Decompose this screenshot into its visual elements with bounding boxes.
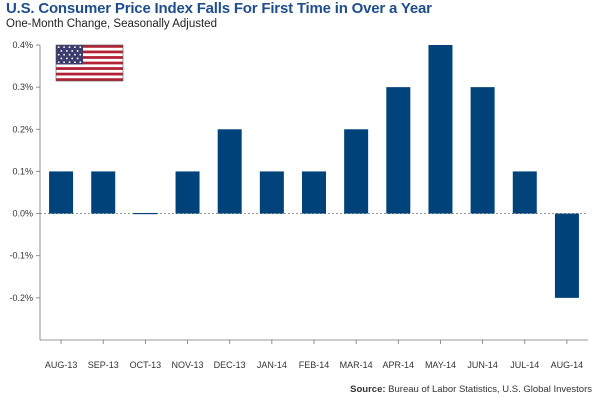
- source-label: Source:: [350, 384, 386, 395]
- bar: [302, 171, 326, 214]
- bar: [49, 171, 74, 214]
- bar: [175, 171, 200, 214]
- bar: [91, 171, 116, 214]
- bar: [554, 213, 579, 298]
- x-tick-label: OCT-13: [130, 360, 162, 370]
- x-tick-label: NOV-13: [172, 360, 204, 370]
- us-flag-icon: [55, 44, 124, 82]
- x-tick-label: JAN-14: [257, 360, 287, 370]
- bar: [386, 87, 411, 214]
- x-tick-label: SEP-13: [88, 360, 119, 370]
- bar: [428, 45, 453, 214]
- source-text: Bureau of Labor Statistics, U.S. Global …: [388, 384, 592, 395]
- bar: [259, 171, 284, 214]
- chart-subtitle: One-Month Change, Seasonally Adjusted: [6, 18, 217, 30]
- x-tick-label: APR-14: [383, 360, 415, 370]
- bar: [344, 129, 369, 214]
- bar: [133, 212, 158, 215]
- y-tick-label: 0.0%: [12, 209, 33, 219]
- y-tick-label: 0.3%: [12, 82, 33, 92]
- y-tick-label: 0.2%: [12, 124, 33, 134]
- x-tick-label: JUN-14: [467, 360, 498, 370]
- y-tick-label: -0.1%: [9, 251, 33, 261]
- x-tick-label: MAY-14: [425, 360, 456, 370]
- y-tick-label: -0.2%: [9, 293, 33, 303]
- bar: [470, 87, 495, 214]
- y-tick-label: 0.1%: [12, 166, 33, 176]
- x-tick-label: JUL-14: [510, 360, 539, 370]
- x-tick-label: FEB-14: [299, 360, 330, 370]
- bar: [217, 129, 242, 214]
- y-tick-label: 0.4%: [12, 40, 33, 50]
- x-tick-label: AUG-14: [551, 360, 584, 370]
- x-tick-label: MAR-14: [340, 360, 373, 370]
- x-tick-label: DEC-13: [214, 360, 246, 370]
- x-tick-label: AUG-13: [45, 360, 78, 370]
- chart-title: U.S. Consumer Price Index Falls For Firs…: [6, 0, 432, 17]
- source-note: Source: Bureau of Labor Statistics, U.S.…: [350, 384, 592, 395]
- bar: [512, 171, 537, 214]
